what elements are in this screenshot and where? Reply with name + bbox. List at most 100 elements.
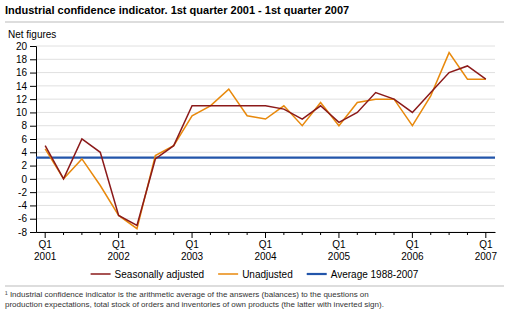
x-tick: Q12003 [181,232,204,262]
x-tick: Q12004 [254,232,277,262]
legend-label: Unadjusted [242,269,293,280]
grid-line [36,218,495,219]
x-tick [320,232,321,235]
x-tick-mark [467,232,468,235]
y-tick: 20 [16,41,36,52]
y-tick: -8 [18,227,36,238]
grid-line [36,125,495,126]
x-tick-label: Q12003 [181,239,204,262]
y-tick-mark [30,59,36,60]
y-tick-mark [30,46,36,47]
plot-area: -8-6-4-202468101214161820Q12001Q12002Q12… [16,41,498,262]
y-tick-label: 14 [16,81,28,92]
y-tick-mark [30,232,36,233]
x-tick-mark [302,232,303,235]
x-tick-label: Q12002 [107,239,130,262]
marks [36,53,495,229]
x-tick [302,232,303,235]
x-tick-mark [210,232,211,235]
y-tick: 0 [21,174,36,185]
x-tick-mark [228,232,229,235]
x-tick [63,232,64,235]
x-tick-mark [412,232,413,238]
x-tick [430,232,431,235]
x-tick-mark [81,232,82,235]
y-tick-mark [30,179,36,180]
series-line [45,53,486,229]
legend-label: Seasonally adjusted [115,269,205,280]
x-tick: Q12006 [401,232,424,262]
y-tick-label: 0 [21,174,27,185]
chart: Industrial confidence indicator. 1st qua… [0,0,509,335]
y-tick-mark [30,112,36,113]
x-axis: Q12001 Q12002 Q12003 Q12004 Q12005 Q12006 Q120… [34,232,497,262]
grid-line [36,46,495,47]
x-tick-mark [449,232,450,235]
y-tick-mark [30,152,36,153]
y-tick-mark [30,205,36,206]
y-axis-line [30,47,37,233]
x-tick [394,232,395,235]
x-tick: Q12005 [328,232,351,262]
y-tick: 8 [21,120,36,131]
x-tick-mark [283,232,284,235]
y-tick: 4 [21,147,36,158]
y-tick-label: 2 [21,160,27,171]
y-tick-mark [30,166,36,167]
x-tick-mark [155,232,156,235]
grid-line [36,99,495,100]
y-tick-label: 12 [16,94,28,105]
x-tick-label: Q12007 [475,239,498,262]
x-tick [375,232,376,235]
x-tick [228,232,229,235]
title-rule [5,22,504,23]
reference-line [36,157,495,159]
x-tick [283,232,284,235]
y-tick: 16 [16,67,36,78]
x-tick-mark [485,232,486,238]
x-tick-mark [375,232,376,235]
x-tick-mark [320,232,321,235]
x-tick [81,232,82,235]
x-tick-label: Q12005 [328,239,351,262]
x-tick [247,232,248,235]
x-tick-mark [63,232,64,235]
y-tick: 14 [16,81,36,92]
y-tick: 18 [16,54,36,65]
grid-line [36,59,495,60]
grid-line [36,152,495,153]
legend-item: Average 1988-2007 [307,269,419,280]
x-tick: Q12001 [34,232,57,262]
x-tick-mark [173,232,174,235]
x-tick-mark [430,232,431,235]
grid-line [36,72,495,73]
legend-item: Unadjusted [218,269,293,280]
x-tick [210,232,211,235]
grid-line [36,178,495,179]
y-tick: 12 [16,94,36,105]
y-tick: -4 [18,200,36,211]
legend-swatch [218,273,238,275]
legend-label: Average 1988-2007 [331,269,419,280]
x-tick-mark [357,232,358,235]
x-tick-mark [338,232,339,238]
y-tick: 10 [16,107,36,118]
x-tick [357,232,358,235]
y-tick-label: -6 [18,213,27,224]
x-tick: Q12007 [475,232,498,262]
x-tick-mark [192,232,193,238]
y-tick-label: -4 [18,200,27,211]
x-tick [136,232,137,235]
y-tick-mark [30,126,36,127]
grid-line [36,205,495,206]
footnote-rule [5,286,504,287]
x-tick-label: Q12006 [401,239,424,262]
x-tick [100,232,101,235]
y-tick-label: 20 [16,41,28,52]
y-tick: 2 [21,160,36,171]
y-tick: 6 [21,134,36,145]
x-tick-mark [247,232,248,235]
y-tick-mark [30,86,36,87]
x-tick-label: Q12001 [34,239,57,262]
x-tick [155,232,156,235]
